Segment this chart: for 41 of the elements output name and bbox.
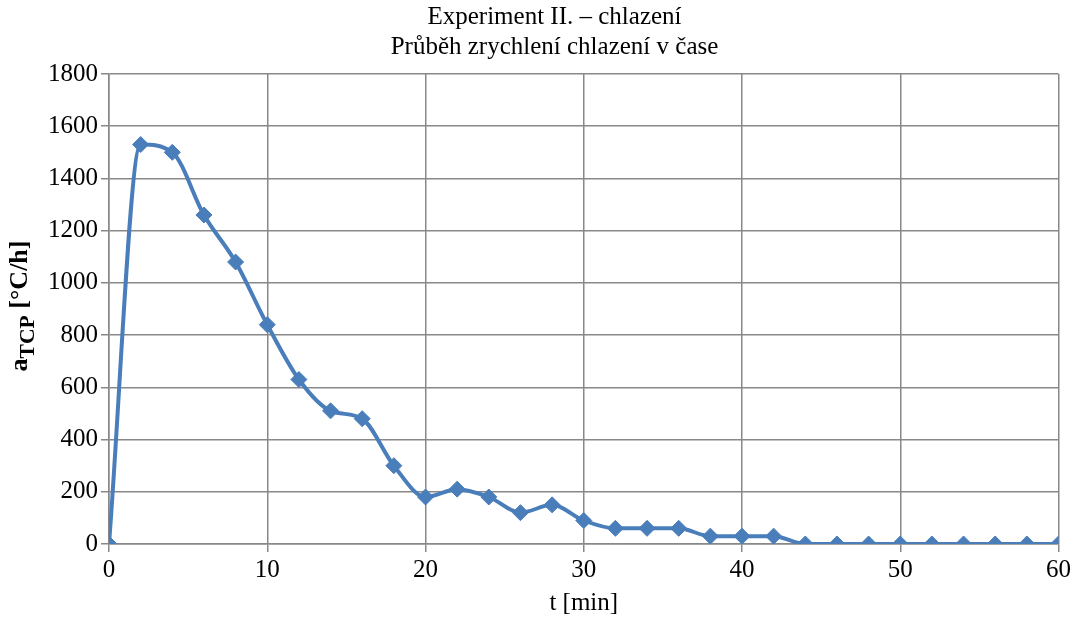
x-tick-label: 20 xyxy=(413,554,438,582)
x-tick-label: 60 xyxy=(1046,554,1071,582)
point xyxy=(511,504,529,522)
point xyxy=(258,316,276,334)
chart-title: Experiment II. – chlazení xyxy=(427,1,682,29)
point xyxy=(417,488,434,506)
point xyxy=(163,143,181,161)
chart-subtitle: Průběh zrychlení chlazení v čase xyxy=(390,31,719,59)
y-tick-label: 0 xyxy=(85,528,98,556)
y-tick-label: 600 xyxy=(60,371,98,399)
x-tick-label: 40 xyxy=(729,554,755,582)
point xyxy=(227,253,245,271)
x-tick-label: 10 xyxy=(254,554,280,582)
y-tick-label: 400 xyxy=(60,424,98,452)
y-tick-label: 1400 xyxy=(48,163,98,191)
y-tick-label: 1000 xyxy=(48,267,98,295)
point xyxy=(322,402,340,420)
point xyxy=(670,519,688,537)
point xyxy=(195,206,213,224)
x-tick-label: 0 xyxy=(102,554,116,582)
point xyxy=(353,410,371,428)
point xyxy=(575,512,593,529)
point xyxy=(543,496,561,514)
point xyxy=(132,136,150,153)
y-tick-label: 1600 xyxy=(48,110,98,138)
point xyxy=(480,488,498,506)
point xyxy=(701,527,719,544)
x-tick-label: 30 xyxy=(571,554,597,582)
point xyxy=(638,519,656,537)
point xyxy=(733,527,751,544)
y-tick-label: 800 xyxy=(60,319,98,347)
x-tick-label: 50 xyxy=(887,554,913,582)
point xyxy=(385,457,403,475)
point xyxy=(448,480,466,498)
y-tick-label: 200 xyxy=(60,476,98,504)
point xyxy=(606,519,624,537)
point xyxy=(765,527,783,544)
x-axis-title: t [min] xyxy=(549,587,619,615)
point xyxy=(290,371,308,388)
y-tick-label: 1200 xyxy=(48,215,98,243)
y-tick-label: 1800 xyxy=(48,58,98,86)
